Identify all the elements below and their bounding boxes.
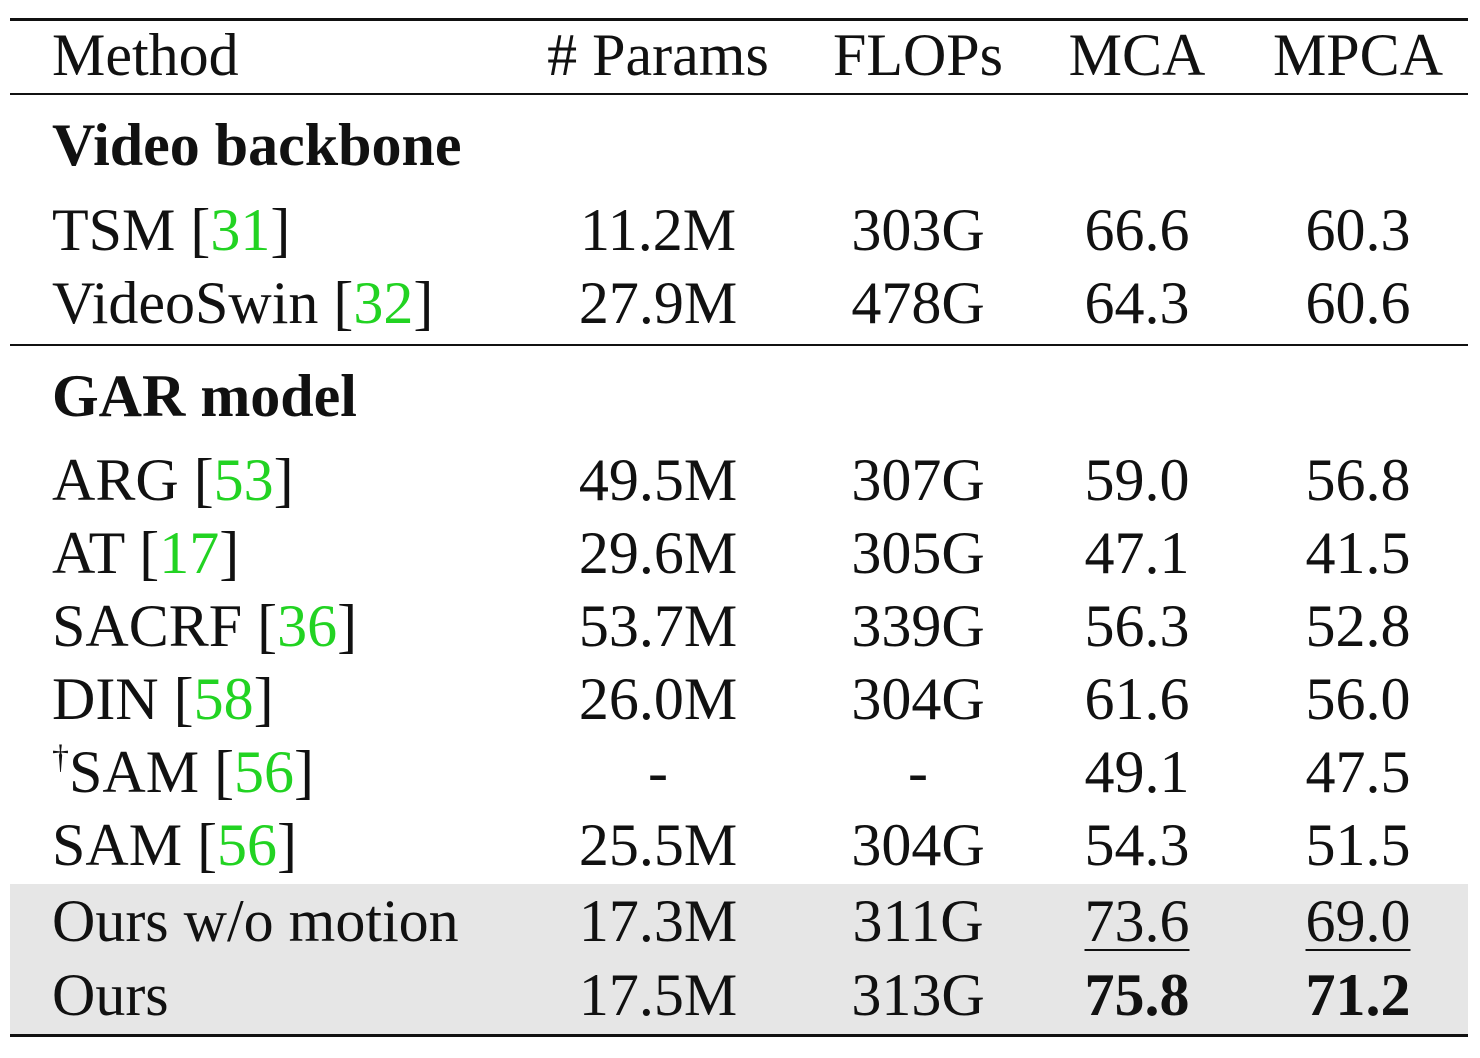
citation: 58 xyxy=(193,666,254,732)
section-rule xyxy=(10,344,1468,346)
mca-cell: 49.1 xyxy=(1084,739,1190,805)
second-best-value: 69.0 xyxy=(1305,888,1411,954)
params-cell: 53.7M xyxy=(578,593,738,659)
params-cell: 17.5M xyxy=(578,962,738,1028)
mpca-cell: 60.6 xyxy=(1305,270,1411,336)
method-cell: ARG [53] xyxy=(52,447,294,513)
mca-cell: 56.3 xyxy=(1084,593,1190,659)
flops-cell: 305G xyxy=(851,520,985,586)
flops-cell: 339G xyxy=(851,593,985,659)
header-method: Method xyxy=(52,22,239,88)
method-name: Ours w/o motion xyxy=(52,888,459,954)
method-name: ARG xyxy=(52,447,179,513)
table-row: VideoSwin [32] 27.9M 478G 64.3 60.6 xyxy=(10,266,1468,340)
params-cell: - xyxy=(648,739,668,805)
method-cell: TSM [31] xyxy=(52,197,291,263)
table-row-ours: Ours 17.5M 313G 75.8 71.2 xyxy=(10,958,1468,1034)
params-cell: 25.5M xyxy=(578,812,738,878)
method-cell: SAM [56] xyxy=(52,812,298,878)
best-value: 71.2 xyxy=(1305,962,1411,1028)
flops-cell: - xyxy=(908,739,928,805)
method-name: AT xyxy=(52,520,125,586)
method-name: DIN xyxy=(52,666,159,732)
params-cell: 27.9M xyxy=(578,270,738,336)
flops-cell: 478G xyxy=(851,270,985,336)
second-best-value: 73.6 xyxy=(1084,888,1190,954)
header-mpca: MPCA xyxy=(1272,22,1444,88)
mca-cell: 54.3 xyxy=(1084,812,1190,878)
method-name: Ours xyxy=(52,962,169,1028)
method-cell: †SAM [56] xyxy=(52,739,315,805)
flops-cell: 307G xyxy=(851,447,985,513)
section-title: GAR model xyxy=(52,363,357,429)
flops-cell: 303G xyxy=(851,197,985,263)
table-row: AT [17] 29.6M 305G 47.1 41.5 xyxy=(10,516,1468,590)
table-row: SACRF [36] 53.7M 339G 56.3 52.8 xyxy=(10,589,1468,663)
header-params: # Params xyxy=(547,22,769,88)
mca-cell: 61.6 xyxy=(1084,666,1190,732)
mca-cell: 64.3 xyxy=(1084,270,1190,336)
method-name: VideoSwin xyxy=(52,270,319,336)
top-rule xyxy=(10,18,1468,21)
dagger-mark: † xyxy=(52,739,69,776)
header-flops: FLOPs xyxy=(832,22,1004,88)
params-cell: 11.2M xyxy=(579,197,737,263)
method-name: SAM xyxy=(52,812,183,878)
header-row: Method # Params FLOPs MCA MPCA xyxy=(10,18,1468,92)
mpca-cell: 69.0 xyxy=(1238,884,1478,958)
mca-cell: 59.0 xyxy=(1084,447,1190,513)
table-row: ARG [53] 49.5M 307G 59.0 56.8 xyxy=(10,443,1468,517)
mpca-cell: 47.5 xyxy=(1305,739,1411,805)
flops-cell: 311G xyxy=(852,888,984,954)
mpca-cell: 56.0 xyxy=(1305,666,1411,732)
params-cell: 17.3M xyxy=(578,888,738,954)
method-cell: AT [17] xyxy=(52,520,240,586)
table-row-ours-wo-motion: Ours w/o motion 17.3M 311G 73.6 69.0 xyxy=(10,884,1468,958)
mpca-cell: 51.5 xyxy=(1305,812,1411,878)
params-cell: 49.5M xyxy=(578,447,738,513)
citation: 32 xyxy=(353,270,414,336)
mca-cell: 47.1 xyxy=(1084,520,1190,586)
best-value: 75.8 xyxy=(1084,962,1190,1028)
table-row: †SAM [56] - - 49.1 47.5 xyxy=(10,735,1468,809)
flops-cell: 304G xyxy=(851,666,985,732)
citation: 56 xyxy=(234,739,295,805)
params-cell: 29.6M xyxy=(578,520,738,586)
mpca-cell: 56.8 xyxy=(1305,447,1411,513)
table-row: TSM [31] 11.2M 303G 66.6 60.3 xyxy=(10,193,1468,267)
header-mca: MCA xyxy=(1068,22,1206,88)
flops-cell: 304G xyxy=(851,812,985,878)
section-title: Video backbone xyxy=(52,112,462,178)
method-cell: DIN [58] xyxy=(52,666,274,732)
flops-cell: 313G xyxy=(851,962,985,1028)
citation: 36 xyxy=(277,593,338,659)
mca-cell: 73.6 xyxy=(1027,884,1247,958)
method-name: SAM xyxy=(69,739,200,805)
section-heading-row: GAR model xyxy=(10,359,1468,433)
section-heading-row: Video backbone xyxy=(10,108,1468,182)
citation: 17 xyxy=(159,520,220,586)
mca-cell: 66.6 xyxy=(1084,197,1190,263)
mpca-cell: 52.8 xyxy=(1305,593,1411,659)
mpca-cell: 60.3 xyxy=(1305,197,1411,263)
header-rule xyxy=(10,93,1468,95)
bottom-rule xyxy=(10,1034,1468,1037)
method-cell: SACRF [36] xyxy=(52,593,358,659)
mpca-cell: 41.5 xyxy=(1305,520,1411,586)
table-row: SAM [56] 25.5M 304G 54.3 51.5 xyxy=(10,808,1468,882)
citation: 56 xyxy=(217,812,278,878)
citation: 31 xyxy=(210,197,271,263)
table-row: DIN [58] 26.0M 304G 61.6 56.0 xyxy=(10,662,1468,736)
method-name: SACRF xyxy=(52,593,243,659)
method-cell: VideoSwin [32] xyxy=(52,270,434,336)
method-name: TSM xyxy=(52,197,176,263)
citation: 53 xyxy=(213,447,274,513)
params-cell: 26.0M xyxy=(578,666,738,732)
